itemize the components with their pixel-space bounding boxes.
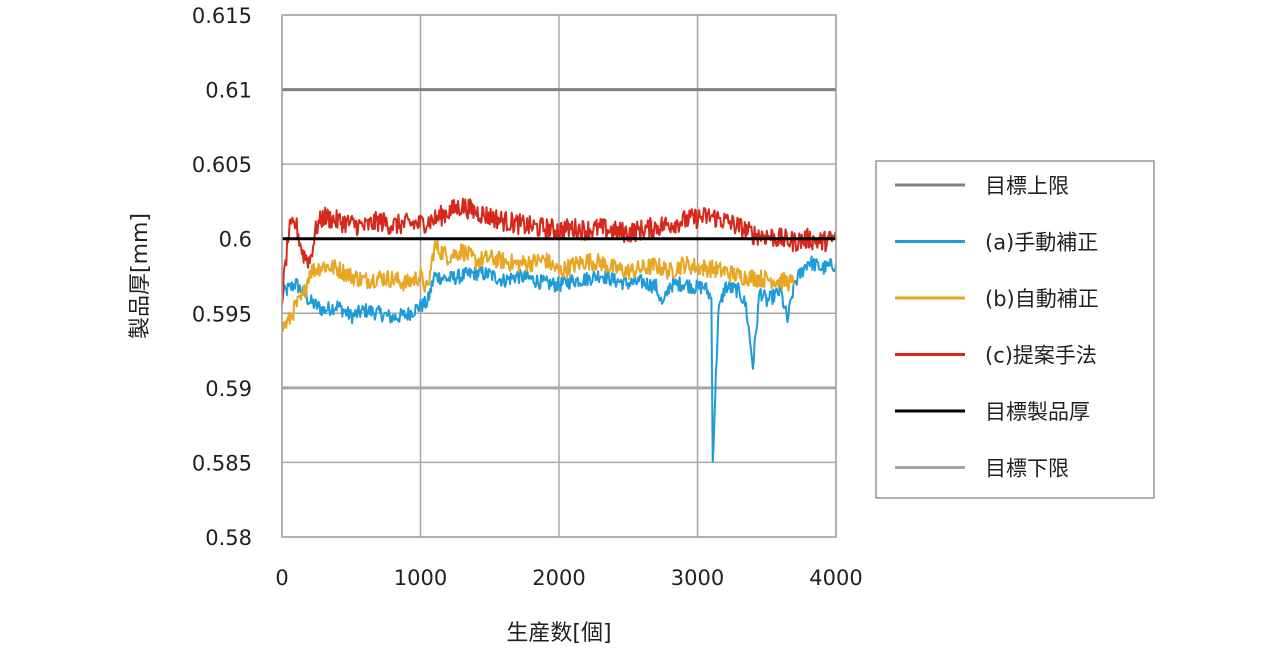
x-tick-label: 1000 xyxy=(394,566,447,590)
y-tick-label: 0.595 xyxy=(192,302,252,326)
plot-area-frame xyxy=(281,14,837,538)
legend-label: (c)提案手法 xyxy=(985,344,1097,368)
y-tick-label: 0.605 xyxy=(192,153,252,177)
legend-label: 目標下限 xyxy=(985,457,1069,481)
y-axis-ticks: 0.58 0.585 0.59 0.595 0.6 0.605 0.61 0.615 xyxy=(192,4,252,550)
y-tick-label: 0.61 xyxy=(205,79,252,103)
y-tick-label: 0.59 xyxy=(205,377,252,401)
legend-label: (b)自動補正 xyxy=(985,287,1099,311)
x-axis-title: 生産数[個] xyxy=(506,621,611,646)
series-line-3 xyxy=(281,197,837,305)
x-tick-label: 2000 xyxy=(532,566,585,590)
x-tick-label: 3000 xyxy=(671,566,724,590)
legend-label: (a)手動補正 xyxy=(985,231,1098,255)
series-line-1 xyxy=(281,255,837,463)
series-line-2 xyxy=(281,240,796,332)
legend-label: 目標製品厚 xyxy=(985,400,1090,424)
series-layer xyxy=(281,88,837,463)
legend-label: 目標上限 xyxy=(985,174,1069,198)
y-tick-label: 0.585 xyxy=(192,451,252,475)
y-tick-label: 0.615 xyxy=(192,4,252,28)
x-tick-label: 0 xyxy=(275,566,288,590)
x-tick-label: 4000 xyxy=(809,566,862,590)
legend-box xyxy=(875,160,1155,499)
y-axis-title: 製品厚[mm] xyxy=(128,213,153,339)
y-tick-label: 0.6 xyxy=(219,228,252,252)
x-axis-ticks: 0 1000 2000 3000 4000 xyxy=(275,566,862,590)
y-tick-label: 0.58 xyxy=(205,526,252,550)
